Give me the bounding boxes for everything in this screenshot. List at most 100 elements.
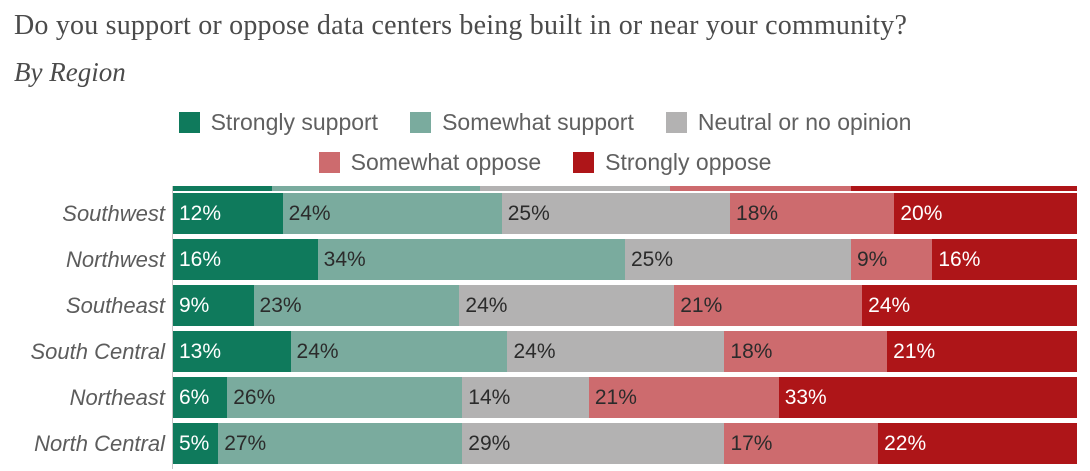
segment-label: 16% (938, 247, 981, 271)
segment-label: 9% (179, 293, 210, 317)
chart-row: North Central 5% 27% 29% 17% 22% (0, 423, 1077, 464)
bar-segment: 34% (317, 239, 625, 280)
segment-label: 25% (507, 201, 550, 225)
bar-segment: 27% (218, 423, 463, 464)
segment-label: 21% (893, 339, 936, 363)
row-label: Northwest (65, 246, 165, 272)
bar-segment (272, 186, 481, 191)
legend-swatch (178, 112, 200, 133)
chart-row: Northwest 16% 34% 25% 9% 16% (0, 239, 1077, 280)
segment-label: 13% (179, 339, 222, 363)
bar-segment: 18% (730, 193, 895, 234)
stacked-bar: 6% 26% 14% 21% 33% (173, 377, 1077, 418)
bar-segment: 24% (507, 331, 725, 372)
bar-segment: 24% (290, 331, 508, 372)
legend-label: Strongly support (210, 109, 379, 135)
legend-swatch (410, 112, 432, 133)
legend-item: Somewhat oppose (318, 149, 542, 176)
bar-segment: 13% (173, 331, 291, 372)
legend-item: Strongly oppose (573, 149, 771, 176)
segment-label: 23% (259, 293, 302, 317)
bar-segment: 14% (462, 377, 589, 418)
legend-swatch (318, 152, 340, 173)
segment-label: 24% (868, 293, 911, 317)
legend-row: Strongly support Somewhat support Neutral … (178, 109, 912, 136)
bar-segment: 33% (778, 377, 1077, 418)
segment-label: 33% (784, 385, 827, 409)
segment-label: 5% (179, 431, 210, 455)
legend-label: Strongly oppose (605, 149, 772, 175)
bar-segment: 9% (851, 239, 933, 280)
row-label: South Central (30, 338, 165, 364)
legend-item: Somewhat support (410, 109, 634, 136)
segment-label: 26% (233, 385, 276, 409)
bar-segment (173, 186, 273, 191)
legend-label: Neutral or no opinion (697, 109, 912, 135)
legend-label: Somewhat oppose (350, 149, 542, 175)
bar-segment: 23% (253, 285, 460, 326)
row-label: Southeast (65, 292, 165, 318)
row-label: Southwest (62, 200, 165, 226)
legend-swatch (665, 112, 687, 133)
segment-label: 21% (594, 385, 637, 409)
bar-segment: 25% (625, 239, 851, 280)
segment-label: 18% (730, 339, 773, 363)
bar-segment: 21% (588, 377, 779, 418)
bar-segment: 5% (173, 423, 219, 464)
segment-label: 16% (179, 247, 222, 271)
segment-label: 27% (224, 431, 267, 455)
segment-label: 22% (884, 431, 927, 455)
chart-subtitle: By Region (14, 57, 126, 87)
chart-row: Northeast 6% 26% 14% 21% 33% (0, 377, 1077, 418)
segment-label: 20% (900, 201, 943, 225)
bar-segment: 12% (173, 193, 283, 234)
bar-segment: 20% (894, 193, 1077, 234)
stacked-bar: 16% 34% 25% 9% 16% (173, 239, 1077, 280)
segment-label: 9% (857, 247, 888, 271)
row-label: Northeast (69, 384, 165, 410)
bar-segment: 25% (501, 193, 731, 234)
bar-segment: 16% (173, 239, 318, 280)
segment-label: 6% (179, 385, 210, 409)
segment-label: 24% (296, 339, 339, 363)
legend-item: Strongly support (178, 109, 379, 136)
segment-label: 25% (631, 247, 674, 271)
bar-segment: 24% (459, 285, 675, 326)
stacked-bar: 12% 24% 25% 18% 20% (173, 193, 1077, 234)
chart-row: Southeast 9% 23% 24% 21% 24% (0, 285, 1077, 326)
bar-segment: 18% (724, 331, 888, 372)
bar-segment (670, 186, 851, 191)
segment-label: 34% (323, 247, 366, 271)
row-label: North Central (34, 430, 165, 456)
bar-segment: 26% (227, 377, 463, 418)
segment-label: 24% (465, 293, 508, 317)
bar-segment (480, 186, 671, 191)
legend-row: Somewhat oppose Strongly oppose (318, 149, 771, 176)
partial-top-row (173, 186, 1077, 191)
segment-label: 12% (179, 201, 222, 225)
bar-segment: 16% (932, 239, 1077, 280)
bar-segment (851, 186, 1077, 191)
stacked-bar: 13% 24% 24% 18% 21% (173, 331, 1077, 372)
stacked-bar: 9% 23% 24% 21% 24% (173, 285, 1077, 326)
legend-label: Somewhat support (442, 109, 634, 135)
segment-label: 17% (730, 431, 773, 455)
segment-label: 29% (468, 431, 511, 455)
chart-row: South Central 13% 24% 24% 18% 21% (0, 331, 1077, 372)
chart-rows: Southwest 12% 24% 25% 18% 20% Northwest 16% 34% 2… (0, 193, 1077, 469)
segment-label: 24% (288, 201, 331, 225)
legend-swatch (573, 152, 595, 173)
segment-label: 21% (680, 293, 723, 317)
segment-label: 24% (513, 339, 556, 363)
legend-item: Neutral or no opinion (665, 109, 912, 136)
stacked-bar: 5% 27% 29% 17% 22% (173, 423, 1077, 464)
bar-segment: 24% (282, 193, 502, 234)
bar-segment: 24% (862, 285, 1077, 326)
segment-label: 14% (468, 385, 511, 409)
chart-row: Southwest 12% 24% 25% 18% 20% (0, 193, 1077, 234)
y-axis-line (172, 186, 173, 469)
bar-segment: 21% (674, 285, 863, 326)
bar-segment: 29% (462, 423, 725, 464)
bar-segment: 22% (878, 423, 1077, 464)
chart-title: Do you support or oppose data centers be… (14, 10, 908, 41)
